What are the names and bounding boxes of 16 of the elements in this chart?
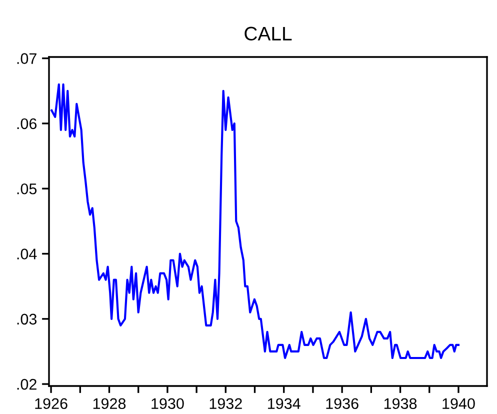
x-tick-label: 1938 [384,398,417,410]
y-tick-label: .03 [17,314,37,325]
y-tick-label: .07 [17,53,36,64]
chart-title: CALL [244,26,292,41]
x-tick-label: 1926 [35,398,68,410]
x-tick-label: 1934 [268,398,300,410]
x-tick-label: 1932 [210,398,242,410]
line-series [50,83,460,360]
y-tick-label: .06 [17,118,37,130]
y-tick-label: .02 [17,378,36,390]
y-tick-label: .04 [17,248,37,260]
x-tick-label: 1940 [442,398,475,410]
y-tick-label: .05 [17,183,37,194]
x-tick-label: 1928 [93,398,126,410]
x-tick-label: 1936 [326,398,358,410]
x-tick-label: 1930 [152,398,184,410]
